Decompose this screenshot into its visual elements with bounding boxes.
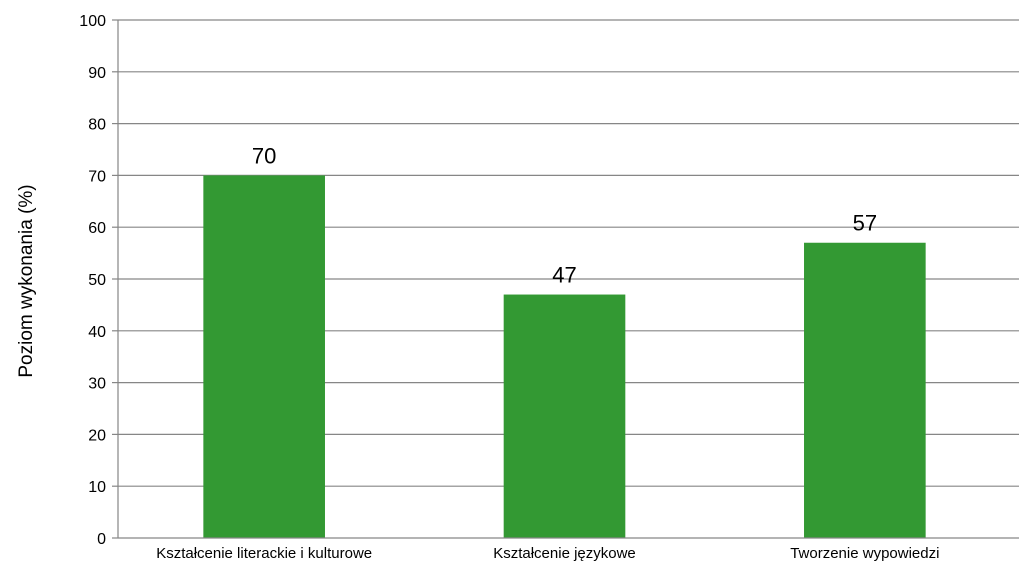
y-tick-label: 0 — [97, 531, 106, 548]
y-tick-label: 40 — [88, 324, 106, 341]
bar — [203, 175, 325, 538]
y-tick-label: 10 — [88, 479, 106, 496]
y-tick-label: 90 — [88, 65, 106, 82]
bar — [503, 294, 626, 538]
y-tick-label: 50 — [88, 272, 106, 289]
x-tick-labels: Kształcenie literackie i kulturowe Kształ… — [156, 545, 939, 562]
y-tick-labels: 0 10 20 30 40 50 60 70 80 90 100 — [79, 13, 106, 548]
y-tick-label: 60 — [88, 220, 106, 237]
bars — [203, 175, 926, 539]
x-tick-label: Kształcenie językowe — [493, 545, 636, 562]
data-label: 70 — [252, 143, 276, 168]
y-axis-title: Poziom wykonania (%) — [16, 184, 37, 377]
y-tick-label: 30 — [88, 376, 106, 393]
y-tick-label: 20 — [88, 427, 106, 444]
y-tick-label: 100 — [79, 13, 106, 30]
data-label: 57 — [853, 211, 877, 236]
y-tick-label: 80 — [88, 117, 106, 134]
x-tick-label: Kształcenie literackie i kulturowe — [156, 545, 372, 562]
x-tick-label: Tworzenie wypowiedzi — [790, 545, 939, 562]
bar — [804, 242, 926, 539]
data-label: 47 — [552, 263, 576, 288]
axes — [112, 19, 1019, 539]
data-labels: 70 47 57 — [252, 143, 877, 287]
y-tick-label: 70 — [88, 168, 106, 185]
